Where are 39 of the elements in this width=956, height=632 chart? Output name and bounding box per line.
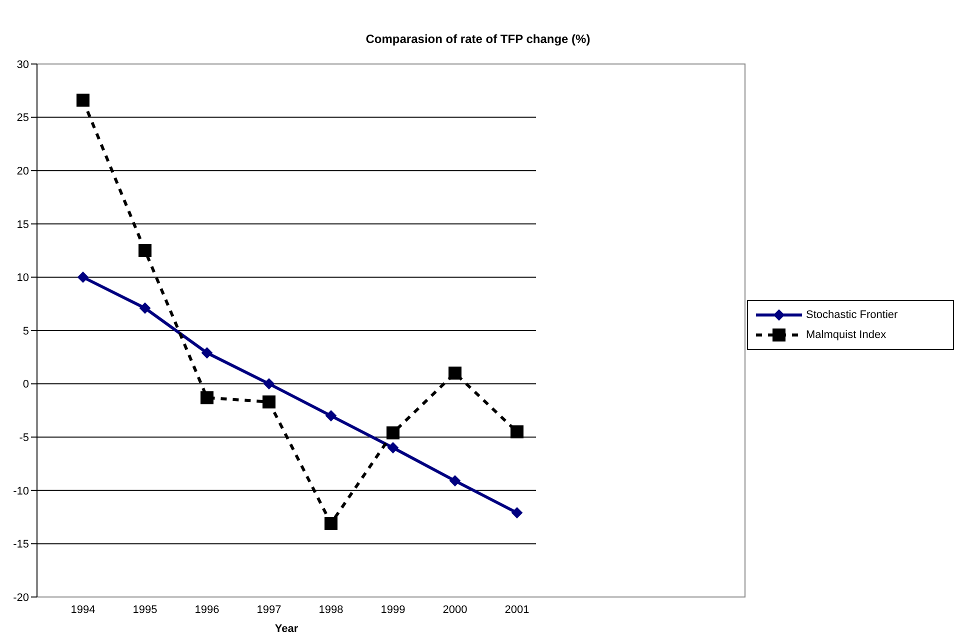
x-tick-label: 2001 [504, 604, 530, 616]
y-tick-label: -5 [19, 432, 29, 444]
point [202, 347, 212, 358]
point [264, 378, 274, 390]
x-tick-label: 1997 [256, 604, 282, 616]
x-tick-label: 1999 [380, 604, 406, 616]
x-tick-label: 1994 [70, 604, 96, 616]
point [512, 507, 522, 518]
y-tick-label: 30 [16, 58, 29, 71]
point [200, 391, 214, 404]
x-tick-label: 1996 [194, 604, 220, 616]
legend-label: Stochastic Frontier [806, 309, 898, 321]
y-tick-label: -20 [13, 592, 29, 604]
x-tick-label: 2000 [442, 604, 468, 616]
y-tick-label: 5 [22, 325, 29, 338]
point [76, 94, 90, 107]
y-tick-label: 0 [22, 378, 29, 391]
y-tick-label: 20 [16, 166, 29, 178]
y-tick-label: 25 [16, 112, 29, 124]
point [326, 410, 336, 422]
y-tick-label: 10 [16, 272, 29, 284]
point [388, 442, 398, 454]
y-tick-label: -15 [13, 538, 29, 551]
point [450, 475, 460, 486]
point [324, 516, 338, 530]
legend-label: Malmquist Index [806, 329, 886, 341]
x-axis-title: Year [274, 623, 299, 632]
point [138, 244, 152, 258]
point [78, 272, 88, 283]
x-tick-label: 1998 [318, 604, 344, 616]
y-tick-label: 15 [16, 218, 29, 231]
chart-title: Comparasion of rate of TFP change (%) [364, 32, 592, 46]
point [140, 302, 150, 314]
point [510, 425, 524, 438]
x-tick-label: 1995 [132, 604, 158, 616]
point [262, 395, 276, 408]
point [448, 366, 462, 380]
point [386, 426, 400, 440]
y-tick-label: -10 [13, 485, 29, 498]
